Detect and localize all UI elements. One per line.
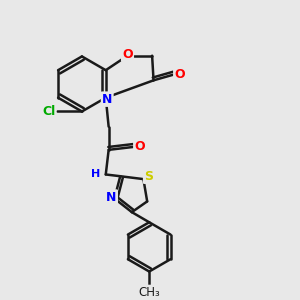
Text: O: O [174, 68, 185, 81]
Text: N: N [106, 190, 117, 204]
Text: N: N [102, 93, 112, 106]
Text: Cl: Cl [42, 105, 55, 118]
Text: S: S [144, 170, 153, 183]
Text: H: H [91, 169, 100, 179]
Text: O: O [122, 48, 133, 61]
Text: O: O [134, 140, 145, 154]
Text: CH₃: CH₃ [138, 286, 160, 299]
